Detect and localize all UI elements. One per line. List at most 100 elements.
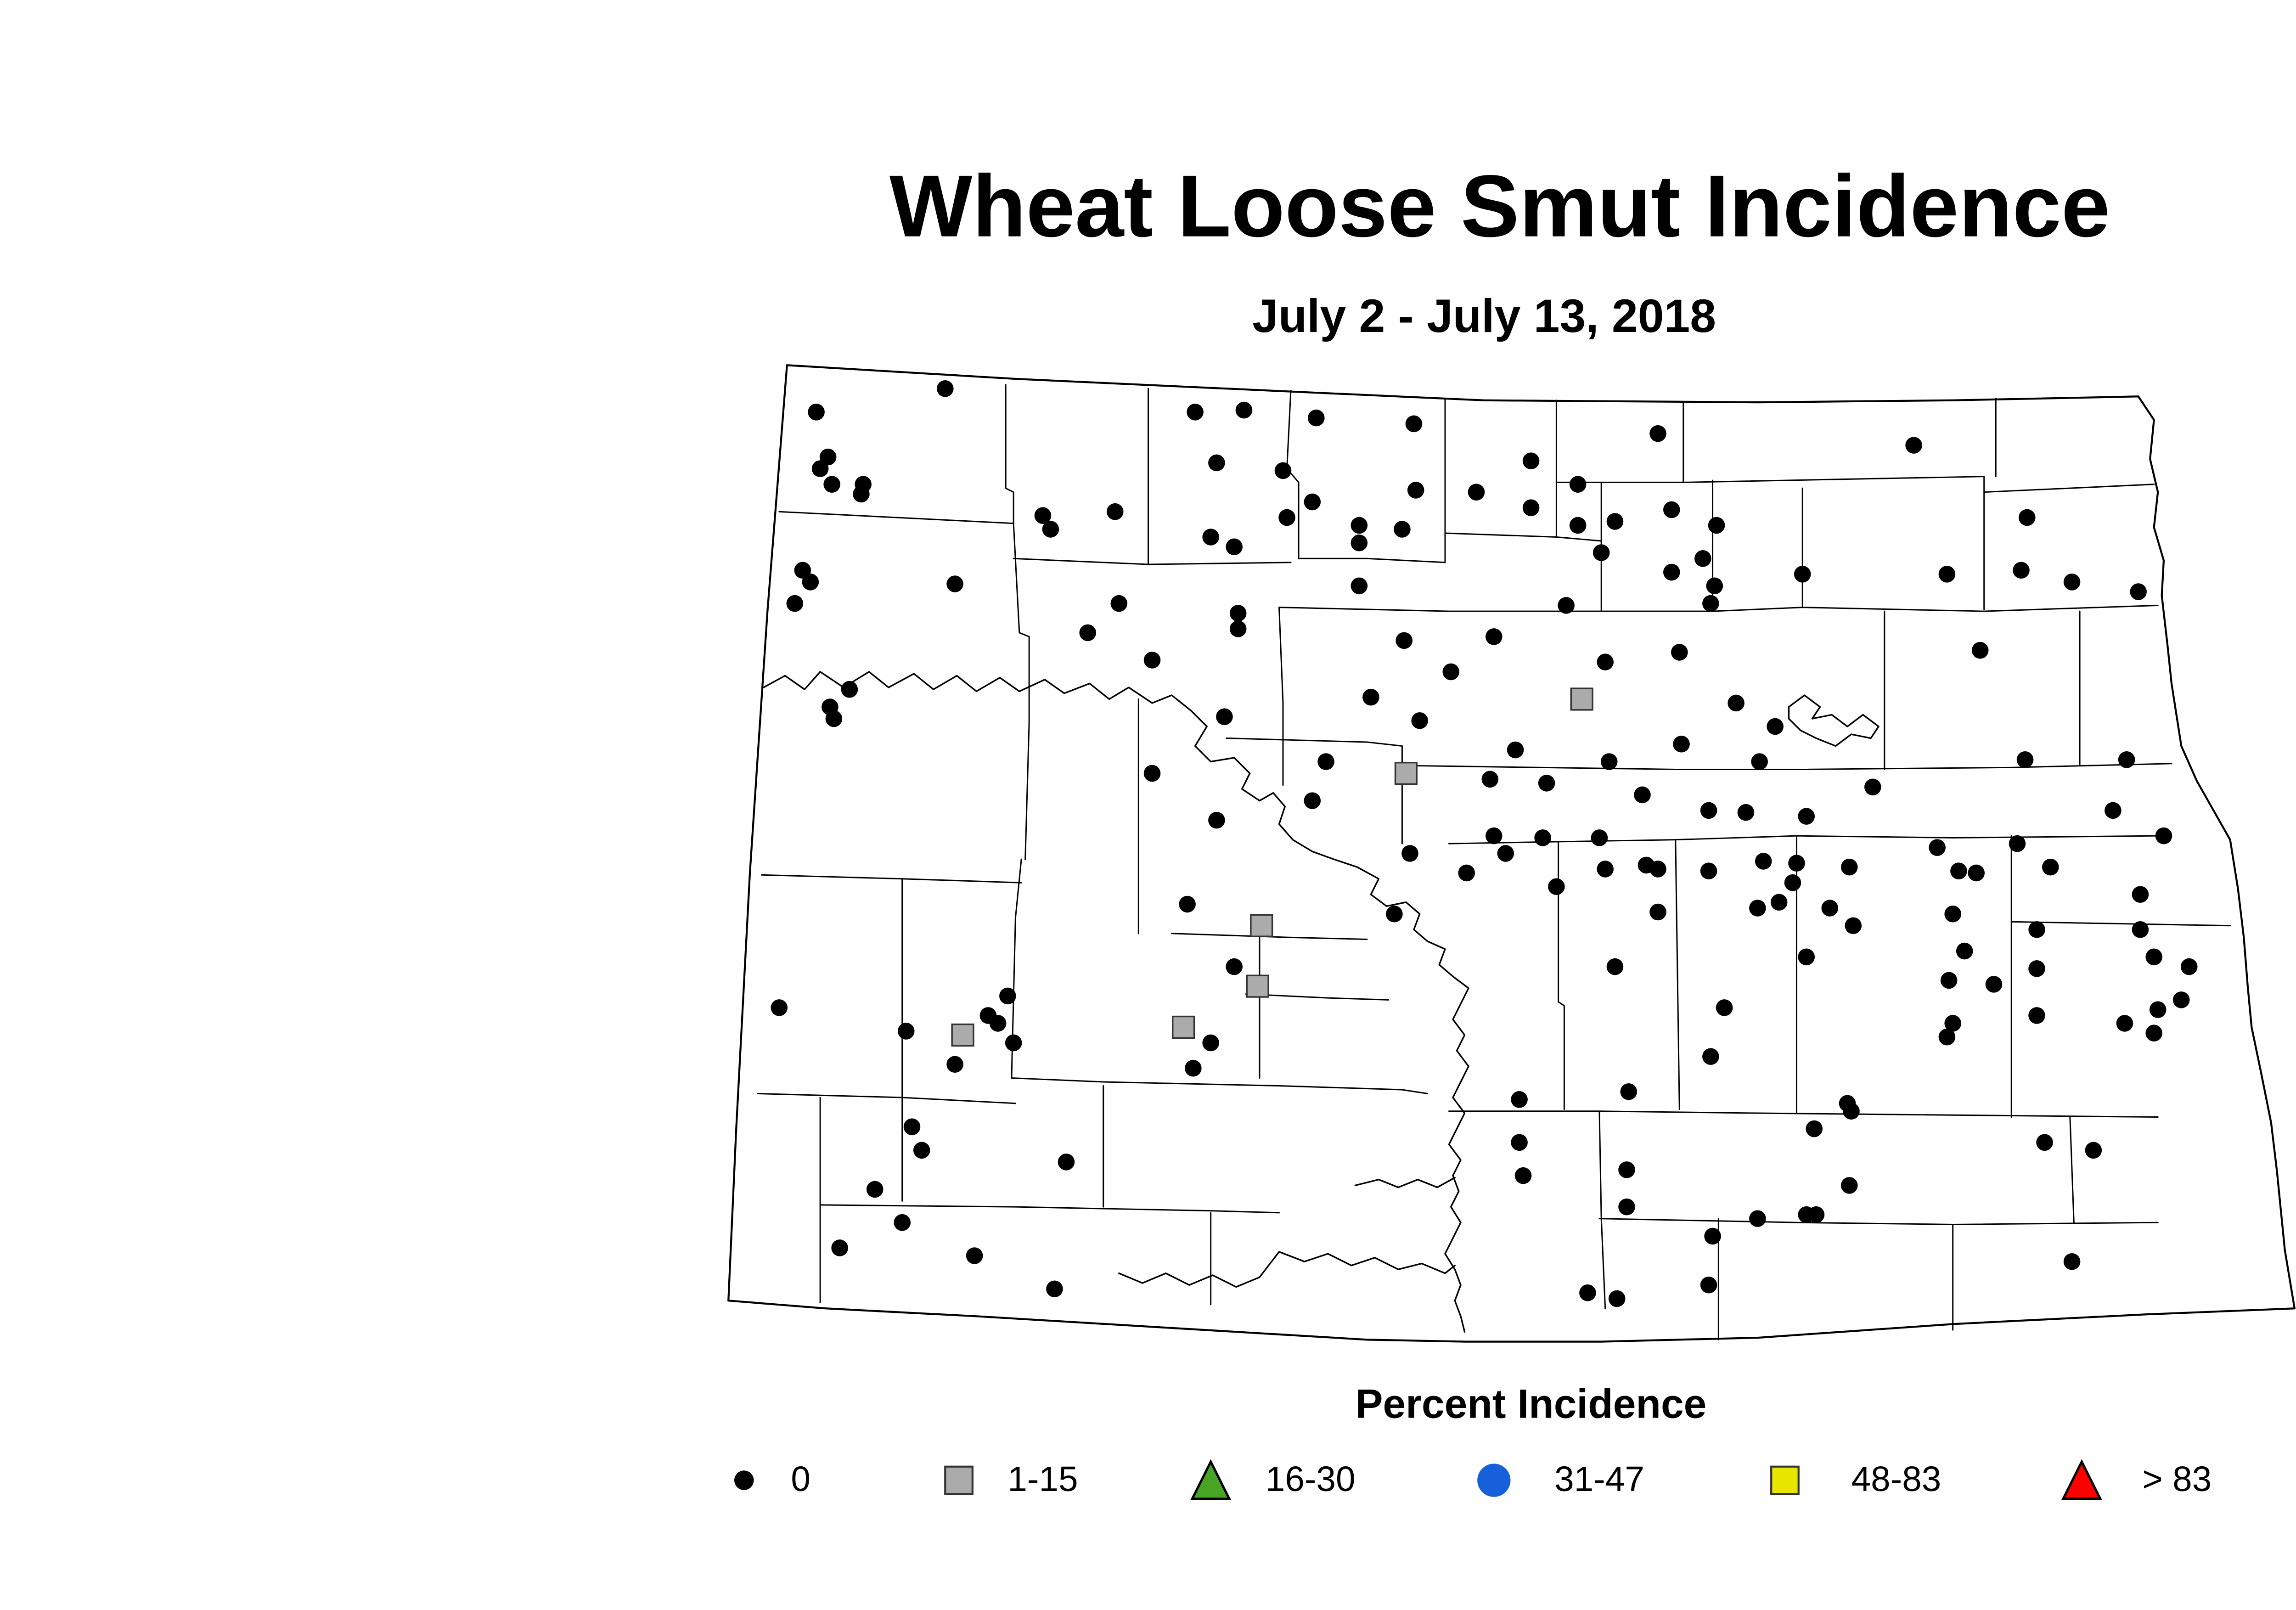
county-line: [1013, 557, 1292, 565]
map-point-dot: [1468, 484, 1485, 501]
map-point-dot: [1608, 1290, 1626, 1307]
map-point-dot: [1673, 735, 1690, 753]
map-point-dot: [1569, 517, 1587, 534]
legend-label: 31-47: [1554, 1459, 1644, 1499]
map-point-dot: [894, 1214, 911, 1231]
river-line: [1788, 694, 1880, 747]
map-point-dot: [1767, 718, 1784, 735]
map-point-dot: [2155, 827, 2172, 844]
map-point-dot: [1226, 958, 1243, 975]
map-point-dot: [1985, 976, 2003, 993]
map-point-dot: [1694, 550, 1711, 567]
map-point-dot: [1143, 652, 1161, 669]
county-line: [1444, 532, 1557, 538]
legend-label: > 83: [2142, 1459, 2212, 1499]
map-point-dot: [823, 476, 840, 493]
county-line: [1278, 607, 1714, 612]
map-point-dot: [2036, 1134, 2053, 1151]
map-point-dot: [1938, 1028, 1956, 1046]
map-point-dot: [1944, 1015, 1961, 1032]
legend-title: Percent Incidence: [1355, 1382, 1707, 1428]
map-point-dot: [1005, 1034, 1022, 1052]
map-point-dot: [1840, 1177, 1858, 1194]
map-point-dot: [1534, 829, 1551, 846]
river-line: [1354, 1177, 1456, 1188]
map-point-square: [1172, 1015, 1195, 1039]
map-point-dot: [2132, 921, 2149, 938]
map-point-dot: [1442, 663, 1460, 681]
map-point-dot: [1938, 566, 1956, 583]
map-point-dot: [2063, 1253, 2081, 1270]
map-point-dot: [1618, 1198, 1635, 1216]
map-point-dot: [2145, 1025, 2162, 1041]
map-point-dot: [1486, 827, 1503, 844]
map-point-dot: [903, 1118, 921, 1136]
map-point-dot: [1208, 811, 1225, 829]
map-point-dot: [1798, 808, 1815, 825]
county-line: [1598, 1218, 2159, 1225]
map-point-dot: [1806, 1120, 1823, 1137]
county-line: [1011, 858, 1022, 1079]
page-subtitle: July 2 - July 13, 2018: [1252, 291, 1716, 344]
legend-symbol-circle: [1469, 1455, 1519, 1506]
map-point-dot: [2116, 1015, 2133, 1032]
map-point-dot: [1706, 577, 1723, 595]
map-point-dot: [1522, 499, 1540, 516]
map-point-dot: [2009, 835, 2026, 852]
map-point-dot: [1649, 903, 1666, 921]
map-point-dot: [937, 380, 954, 397]
county-line: [1555, 536, 1602, 542]
map-point-dot: [853, 485, 870, 503]
map-point-dot: [1034, 507, 1052, 524]
map-point-dot: [1548, 878, 1565, 895]
map-point-dot: [1486, 628, 1503, 645]
map-point-dot: [1507, 741, 1524, 759]
map-point-dot: [966, 1247, 983, 1264]
map-point-dot: [1591, 829, 1608, 846]
map-point-dot: [1663, 563, 1680, 581]
map-point-dot: [1226, 538, 1243, 556]
map-point-dot: [1770, 894, 1788, 911]
county-line: [778, 511, 1014, 524]
map-point-dot: [1634, 786, 1651, 804]
map-point-dot: [1278, 509, 1295, 526]
map-point-dot: [1458, 864, 1475, 882]
map-point-dot: [1405, 415, 1423, 433]
county-line: [1005, 384, 1014, 524]
river-lines: [763, 671, 1880, 1333]
map-point-dot: [1411, 712, 1428, 729]
map-point-dot: [1968, 864, 1985, 882]
county-line: [1024, 722, 1030, 860]
map-point-dot: [1649, 425, 1666, 442]
map-point-square: [1246, 974, 1269, 998]
map-point-dot: [1700, 1276, 1717, 1294]
map-point-dot: [2028, 1007, 2045, 1024]
map-point-dot: [1944, 905, 1961, 923]
map-point-dot: [1749, 900, 1766, 917]
map-point-dot: [1649, 861, 1666, 878]
map-point-dot: [825, 710, 843, 727]
legend-label: 1-15: [1007, 1459, 1078, 1499]
map-point-dot: [2028, 960, 2045, 977]
map-point-dot: [1497, 845, 1514, 862]
map-point-dot: [2016, 751, 2034, 768]
map-point-dot: [831, 1239, 848, 1256]
county-line: [757, 1093, 1016, 1104]
map-point-square: [1250, 914, 1273, 937]
map-point-dot: [1351, 534, 1368, 552]
county-line: [1286, 390, 1300, 559]
map-point-dot: [1569, 476, 1587, 493]
county-line: [761, 874, 1022, 884]
map-point-dot: [897, 1023, 915, 1040]
map-point-dot: [1208, 454, 1225, 472]
state-border: [727, 364, 2296, 1343]
map-point-dot: [1618, 1161, 1635, 1178]
legend-symbol-triangle: [1185, 1455, 1236, 1506]
map-point-dot: [946, 575, 963, 592]
legend-label: 16-30: [1265, 1459, 1356, 1499]
map-point-dot: [2172, 991, 2190, 1008]
map-point-dot: [1579, 1284, 1596, 1301]
map-point-dot: [808, 404, 825, 421]
map-point-dot: [1351, 577, 1368, 595]
